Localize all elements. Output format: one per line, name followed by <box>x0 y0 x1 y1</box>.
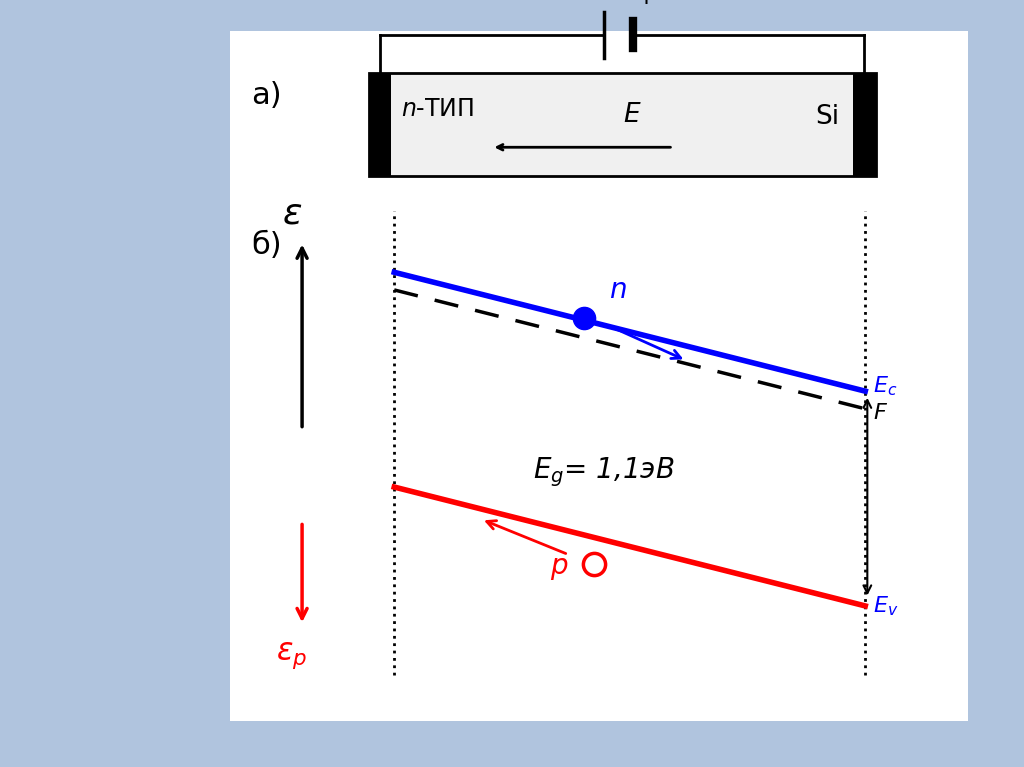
Text: $E_c$: $E_c$ <box>873 374 898 397</box>
Text: $F$: $F$ <box>873 403 889 423</box>
Text: а): а) <box>251 81 282 110</box>
Bar <box>369 73 391 176</box>
Text: Si: Si <box>815 104 840 130</box>
Text: $\varepsilon_p$: $\varepsilon_p$ <box>276 640 307 671</box>
Text: $p$: $p$ <box>550 554 568 581</box>
Text: $+$: $+$ <box>635 0 655 9</box>
Text: $-$: $-$ <box>582 0 602 9</box>
Text: $E$: $E$ <box>623 102 642 128</box>
Text: $E_g$= 1,1эВ: $E_g$= 1,1эВ <box>534 455 675 489</box>
Text: $n$: $n$ <box>609 276 627 304</box>
Text: $\varepsilon$: $\varepsilon$ <box>282 196 302 230</box>
Text: б): б) <box>251 231 282 260</box>
Bar <box>853 73 876 176</box>
Bar <box>369 73 876 176</box>
Text: $n$-ТИП: $n$-ТИП <box>401 97 474 121</box>
FancyBboxPatch shape <box>230 31 968 721</box>
Text: $E_v$: $E_v$ <box>873 594 899 617</box>
